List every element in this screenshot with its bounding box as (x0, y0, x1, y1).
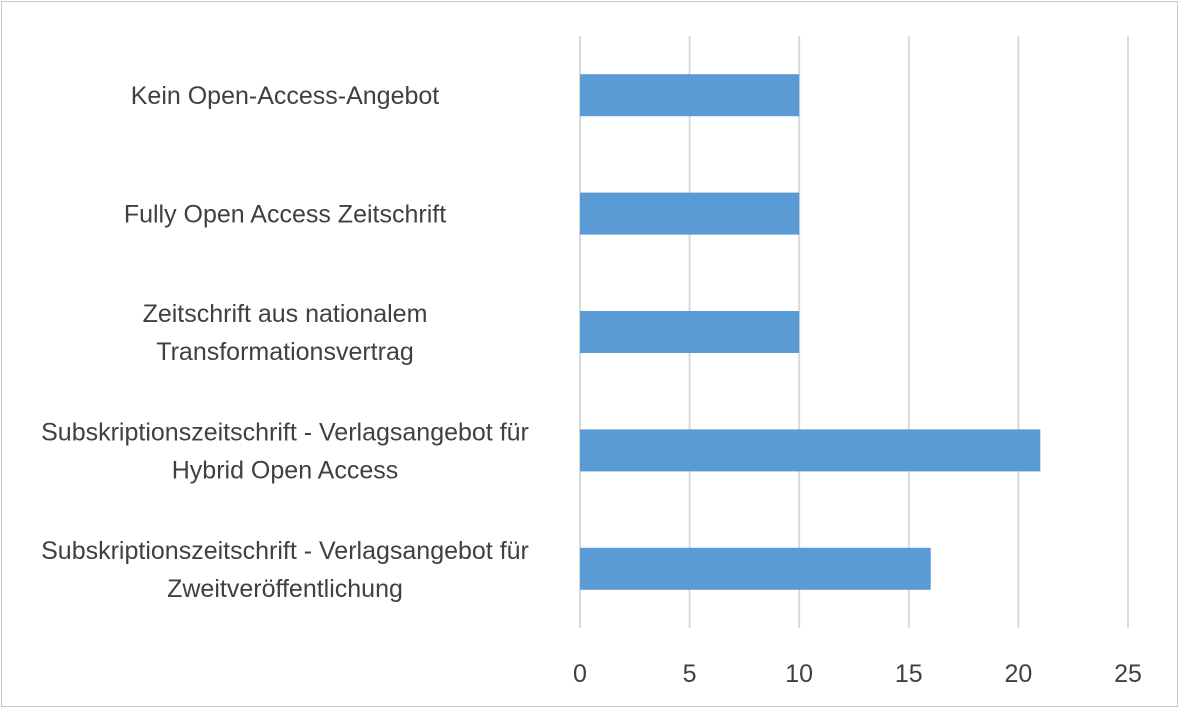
bar (580, 311, 800, 353)
x-tick-label: 0 (573, 660, 587, 688)
x-tick-labels: 0 5 10 15 20 25 (573, 660, 1142, 688)
gridlines (579, 36, 1129, 628)
category-label: Hybrid Open Access (172, 456, 399, 484)
category-labels: Kein Open-Access-Angebot Fully Open Acces… (41, 82, 529, 603)
x-tick-label: 5 (683, 660, 697, 688)
category-label: Subskriptionszeitschrift - Verlagsangebo… (41, 418, 529, 446)
bar (580, 429, 1041, 472)
bars (580, 74, 1041, 590)
bar (580, 74, 800, 117)
x-tick-label: 15 (895, 660, 923, 688)
x-tick-label: 25 (1114, 660, 1142, 688)
category-label: Subskriptionszeitschrift - Verlagsangebo… (41, 537, 529, 565)
bar (580, 192, 800, 235)
category-label: Transformationsvertrag (156, 338, 414, 366)
category-label: Fully Open Access Zeitschrift (124, 201, 446, 229)
category-label: Zweitveröffentlichung (167, 575, 403, 603)
bar (580, 547, 931, 590)
x-tick-label: 10 (785, 660, 813, 688)
category-label: Kein Open-Access-Angebot (131, 82, 440, 110)
x-tick-label: 20 (1004, 660, 1032, 688)
category-label: Zeitschrift aus nationalem (143, 300, 428, 328)
